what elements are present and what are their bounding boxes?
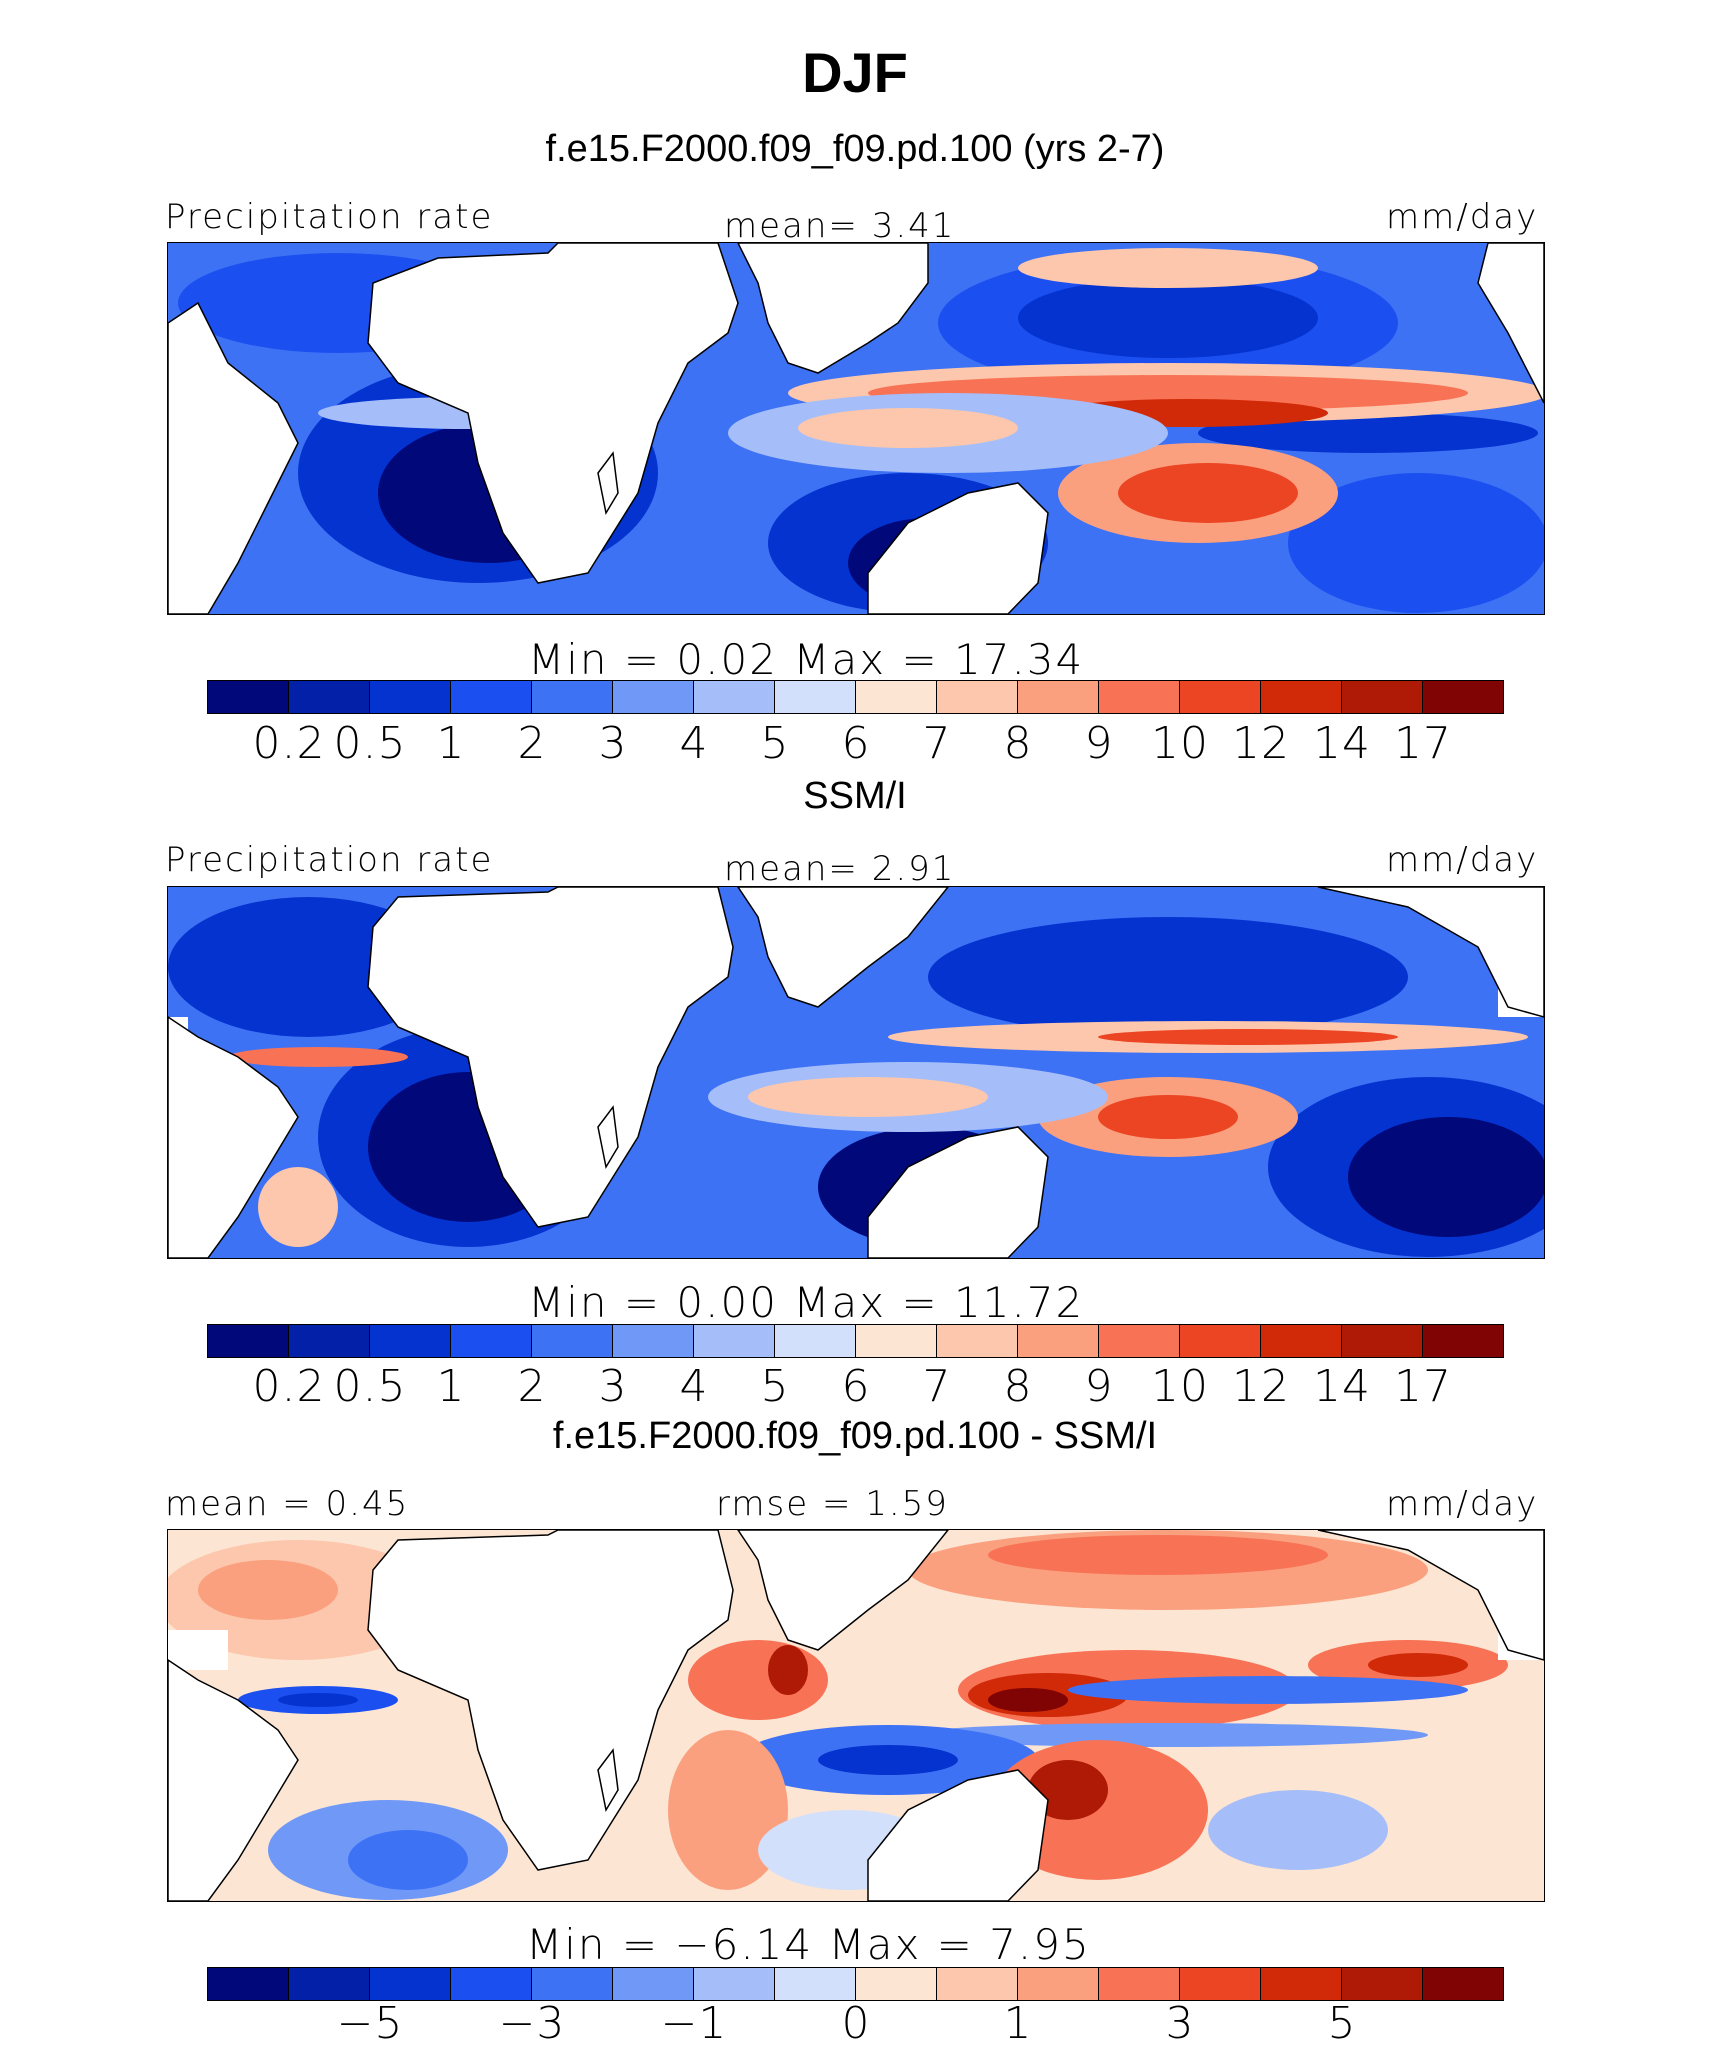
panel-1-min-max: Min = 0.02 Max = 17.34 xyxy=(528,635,1085,684)
panel-2-tick: 7 xyxy=(922,1361,952,1412)
panel-3-min-max: Min = −6.14 Max = 7.95 xyxy=(526,1920,1091,1969)
panel-1-tick: 14 xyxy=(1313,718,1371,769)
panel-1-colorbar xyxy=(207,680,1504,714)
panel-1-tick: 3 xyxy=(598,718,628,769)
panel-1-tick: 8 xyxy=(1003,718,1033,769)
panel-1-units-label: mm/day xyxy=(1386,197,1539,237)
panel-1-tick: 10 xyxy=(1151,718,1209,769)
panel-1-tick: 5 xyxy=(760,718,790,769)
panel-2-tick: 17 xyxy=(1394,1361,1452,1412)
panel-3-tick: 3 xyxy=(1165,1998,1195,2049)
panel-2-tick: 14 xyxy=(1313,1361,1371,1412)
panel-2-tick: 3 xyxy=(598,1361,628,1412)
panel-2-tick: 2 xyxy=(517,1361,547,1412)
panel-3-tick: 5 xyxy=(1327,1998,1357,2049)
panel-2-tick: 8 xyxy=(1003,1361,1033,1412)
panel-2-units-label: mm/day xyxy=(1386,840,1539,880)
panel-1-tick: 4 xyxy=(679,718,709,769)
panel-1-tick: 0.2 xyxy=(252,718,326,769)
panel-3-subtitle: f.e15.F2000.f09_f09.pd.100 - SSM/I xyxy=(552,1415,1158,1457)
panel-2-tick: 5 xyxy=(760,1361,790,1412)
panel-3-tick: 1 xyxy=(1003,1998,1033,2049)
panel-2-tick: 10 xyxy=(1151,1361,1209,1412)
panel-1-map xyxy=(167,242,1545,615)
panel-3-tick: 0 xyxy=(841,1998,871,2049)
panel-1-tick: 9 xyxy=(1084,718,1114,769)
panel-1-tick: 12 xyxy=(1232,718,1290,769)
panel-1-tick: 1 xyxy=(436,718,466,769)
panel-2-subtitle: SSM/I xyxy=(803,775,907,817)
panel-1-variable-label: Precipitation rate xyxy=(165,197,494,237)
panel-3-units-label: mm/day xyxy=(1386,1484,1539,1524)
panel-3-mean-label: mean = 0.45 xyxy=(165,1484,410,1524)
panel-1-subtitle: f.e15.F2000.f09_f09.pd.100 (yrs 2-7) xyxy=(545,128,1165,170)
panel-2-map xyxy=(167,886,1545,1259)
panel-2-tick: 0.2 xyxy=(252,1361,326,1412)
panel-2-tick: 9 xyxy=(1084,1361,1114,1412)
panel-2-tick: 1 xyxy=(436,1361,466,1412)
panel-2-tick: 4 xyxy=(679,1361,709,1412)
panel-2-tick: 6 xyxy=(841,1361,871,1412)
panel-1-tick: 17 xyxy=(1394,718,1452,769)
panel-3-tick: −1 xyxy=(660,1998,728,2049)
panel-2-tick: 0.5 xyxy=(333,1361,407,1412)
panel-3-map xyxy=(167,1529,1545,1902)
panel-2-variable-label: Precipitation rate xyxy=(165,840,494,880)
panel-3-colorbar xyxy=(207,1967,1504,2001)
panel-1-tick: 7 xyxy=(922,718,952,769)
panel-3-tick: −5 xyxy=(336,1998,404,2049)
panel-1-tick: 6 xyxy=(841,718,871,769)
panel-1-mean-label: mean= 3.41 xyxy=(724,206,956,246)
figure-title: DJF xyxy=(802,41,908,104)
panel-1-tick: 0.5 xyxy=(333,718,407,769)
panel-3-rmse-label: rmse = 1.59 xyxy=(716,1484,949,1524)
panel-2-tick: 12 xyxy=(1232,1361,1290,1412)
panel-2-min-max: Min = 0.00 Max = 11.72 xyxy=(528,1278,1085,1327)
panel-2-colorbar xyxy=(207,1324,1504,1358)
panel-3-tick: −3 xyxy=(498,1998,566,2049)
panel-2-mean-label: mean= 2.91 xyxy=(724,849,956,889)
panel-1-tick: 2 xyxy=(517,718,547,769)
